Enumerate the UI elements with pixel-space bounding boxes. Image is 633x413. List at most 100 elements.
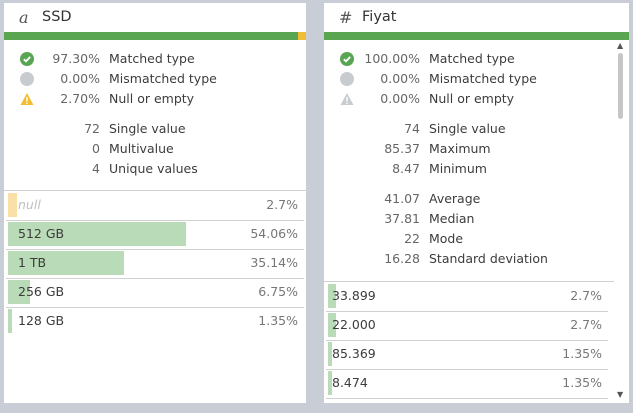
mismatch-circle-icon: [20, 72, 34, 86]
summary-minimum: 8.47 Minimum: [324, 159, 614, 179]
stat-value: 2.70%: [60, 91, 100, 106]
summary-value: 37.81: [384, 211, 420, 226]
stat-null-or-empty: 0.00% Null or empty: [324, 89, 614, 109]
value-percent: 6.75%: [258, 284, 298, 299]
value-label: 1 TB: [18, 255, 47, 270]
stat-value: 0.00%: [380, 71, 420, 86]
summary-value: 8.47: [392, 161, 420, 176]
value-label: 8.474: [332, 375, 368, 390]
value-row-null[interactable]: null 2.7%: [6, 191, 304, 221]
value-percent: 1.35%: [562, 375, 602, 390]
summary-mode: 22 Mode: [324, 229, 614, 249]
stat-label: Matched type: [429, 51, 515, 66]
data-quality-bar: [324, 32, 629, 40]
value-row[interactable]: 256 GB 6.75%: [6, 278, 304, 308]
summary-label: Average: [429, 191, 481, 206]
scroll-down-arrow-icon[interactable]: ▼: [617, 390, 624, 399]
summary-label: Maximum: [429, 141, 491, 156]
warning-triangle-icon: [20, 93, 34, 105]
divider: [324, 281, 614, 282]
vertical-scrollbar[interactable]: ▲ ▼: [617, 41, 625, 403]
check-circle-icon: [20, 52, 34, 66]
value-label: 128 GB: [18, 313, 65, 328]
summary-value: 85.37: [384, 141, 420, 156]
stat-label: Null or empty: [429, 91, 515, 106]
value-percent: 1.35%: [258, 313, 298, 328]
panel-header: # Fiyat: [324, 3, 629, 33]
value-row[interactable]: 128 GB 1.35%: [6, 307, 304, 336]
summary-label: Unique values: [109, 161, 198, 176]
value-row[interactable]: 22.000 2.7%: [326, 311, 608, 341]
summary-label: Median: [429, 211, 475, 226]
value-frequency-bar: [328, 284, 336, 308]
summary-label: Single value: [109, 121, 186, 136]
summary-label: Mode: [429, 231, 464, 246]
value-percent: 35.14%: [250, 255, 298, 270]
value-percent: 2.7%: [570, 317, 602, 332]
quality-bar-matched: [324, 32, 629, 40]
summary-maximum: 85.37 Maximum: [324, 139, 614, 159]
quality-bar-matched: [4, 32, 298, 40]
value-frequency-bar: [8, 222, 186, 246]
value-frequency-bar: [328, 342, 332, 366]
stat-value: 0.00%: [380, 91, 420, 106]
stat-value: 100.00%: [364, 51, 420, 66]
value-row[interactable]: 8.474 1.35%: [326, 369, 608, 399]
summary-value: 4: [92, 161, 100, 176]
field-summary-panel-ssd: a SSD 97.30% Matched type 0.00% Mismatch…: [4, 3, 306, 403]
string-type-icon: a: [19, 8, 29, 27]
stat-null-or-empty: 2.70% Null or empty: [4, 89, 306, 109]
summary-unique-values: 4 Unique values: [4, 159, 306, 179]
summary-single-value: 72 Single value: [4, 119, 306, 139]
summary-label: Multivalue: [109, 141, 174, 156]
value-percent: 2.7%: [570, 288, 602, 303]
summary-label: Minimum: [429, 161, 487, 176]
value-percent: 54.06%: [250, 226, 298, 241]
value-label: 85.369: [332, 346, 376, 361]
scroll-up-arrow-icon[interactable]: ▲: [617, 41, 624, 50]
value-label: 33.899: [332, 288, 376, 303]
value-row[interactable]: 512 GB 54.06%: [6, 220, 304, 250]
summary-value: 0: [92, 141, 100, 156]
value-row[interactable]: 33.899 2.7%: [326, 282, 608, 312]
stat-label: Null or empty: [109, 91, 195, 106]
field-title[interactable]: SSD: [42, 9, 72, 25]
value-frequency-bar: [8, 309, 12, 333]
summary-standard-deviation: 16.28 Standard deviation: [324, 249, 614, 269]
stat-label: Matched type: [109, 51, 195, 66]
summary-value: 74: [404, 121, 420, 136]
stat-mismatched-type: 0.00% Mismatched type: [324, 69, 614, 89]
stat-mismatched-type: 0.00% Mismatched type: [4, 69, 306, 89]
summary-label: Single value: [429, 121, 506, 136]
summary-value: 72: [84, 121, 100, 136]
value-percent: 2.7%: [266, 197, 298, 212]
summary-median: 37.81 Median: [324, 209, 614, 229]
mismatch-circle-icon: [340, 72, 354, 86]
summary-multivalue: 0 Multivalue: [4, 139, 306, 159]
stat-matched-type: 97.30% Matched type: [4, 49, 306, 69]
stat-matched-type: 100.00% Matched type: [324, 49, 614, 69]
summary-single-value: 74 Single value: [324, 119, 614, 139]
stat-value: 97.30%: [52, 51, 100, 66]
summary-average: 41.07 Average: [324, 189, 614, 209]
data-quality-bar: [4, 32, 306, 40]
summary-label: Standard deviation: [429, 251, 548, 266]
quality-bar-null: [297, 32, 306, 40]
value-frequency-bar: [8, 193, 17, 217]
stat-value: 0.00%: [60, 71, 100, 86]
value-frequency-bar: [8, 251, 124, 275]
value-label: 512 GB: [18, 226, 65, 241]
summary-value: 22: [404, 231, 420, 246]
value-label: null: [18, 197, 41, 212]
value-row[interactable]: 1 TB 35.14%: [6, 249, 304, 279]
value-label: 22.000: [332, 317, 376, 332]
summary-value: 16.28: [384, 251, 420, 266]
summary-value: 41.07: [384, 191, 420, 206]
check-circle-icon: [340, 52, 354, 66]
field-title[interactable]: Fiyat: [362, 9, 397, 25]
stat-label: Mismatched type: [429, 71, 537, 86]
value-row[interactable]: 85.369 1.35%: [326, 340, 608, 370]
number-type-icon: #: [339, 8, 353, 27]
field-summary-panel-fiyat: # Fiyat 100.00% Matched type 0.00% Misma…: [324, 3, 629, 403]
scroll-thumb[interactable]: [618, 53, 623, 119]
